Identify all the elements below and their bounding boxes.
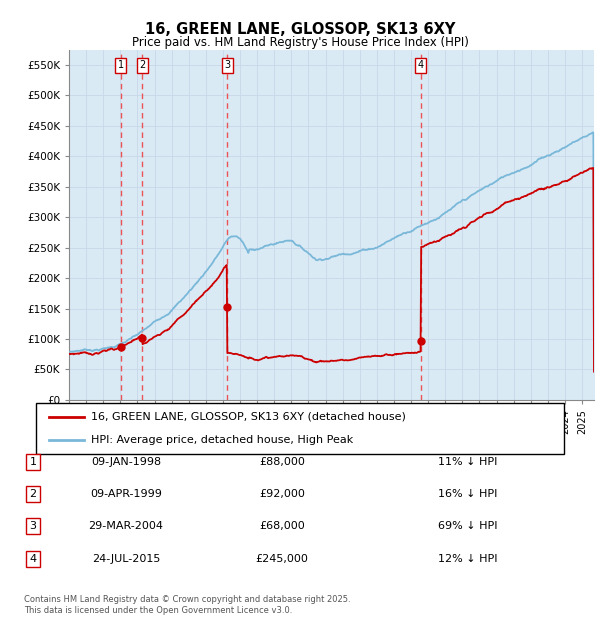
Text: £245,000: £245,000 <box>256 554 308 564</box>
FancyBboxPatch shape <box>36 403 564 454</box>
Text: 1: 1 <box>118 60 124 70</box>
Text: 29-MAR-2004: 29-MAR-2004 <box>89 521 163 531</box>
Text: 69% ↓ HPI: 69% ↓ HPI <box>438 521 497 531</box>
Text: 2: 2 <box>29 489 37 499</box>
Text: 3: 3 <box>29 521 37 531</box>
Text: 1: 1 <box>29 457 37 467</box>
Text: 09-APR-1999: 09-APR-1999 <box>90 489 162 499</box>
Text: HPI: Average price, detached house, High Peak: HPI: Average price, detached house, High… <box>91 435 353 445</box>
Text: £88,000: £88,000 <box>259 457 305 467</box>
Text: 16, GREEN LANE, GLOSSOP, SK13 6XY (detached house): 16, GREEN LANE, GLOSSOP, SK13 6XY (detac… <box>91 412 406 422</box>
Text: Contains HM Land Registry data © Crown copyright and database right 2025.
This d: Contains HM Land Registry data © Crown c… <box>24 595 350 614</box>
Text: 12% ↓ HPI: 12% ↓ HPI <box>438 554 497 564</box>
Text: 09-JAN-1998: 09-JAN-1998 <box>91 457 161 467</box>
Text: 16, GREEN LANE, GLOSSOP, SK13 6XY: 16, GREEN LANE, GLOSSOP, SK13 6XY <box>145 22 455 37</box>
Text: 24-JUL-2015: 24-JUL-2015 <box>92 554 160 564</box>
Text: 11% ↓ HPI: 11% ↓ HPI <box>438 457 497 467</box>
Text: £92,000: £92,000 <box>259 489 305 499</box>
Text: 4: 4 <box>418 60 424 70</box>
Text: 2: 2 <box>139 60 145 70</box>
Text: 16% ↓ HPI: 16% ↓ HPI <box>438 489 497 499</box>
Text: 4: 4 <box>29 554 37 564</box>
Text: Price paid vs. HM Land Registry's House Price Index (HPI): Price paid vs. HM Land Registry's House … <box>131 36 469 49</box>
Text: £68,000: £68,000 <box>259 521 305 531</box>
Text: 3: 3 <box>224 60 230 70</box>
